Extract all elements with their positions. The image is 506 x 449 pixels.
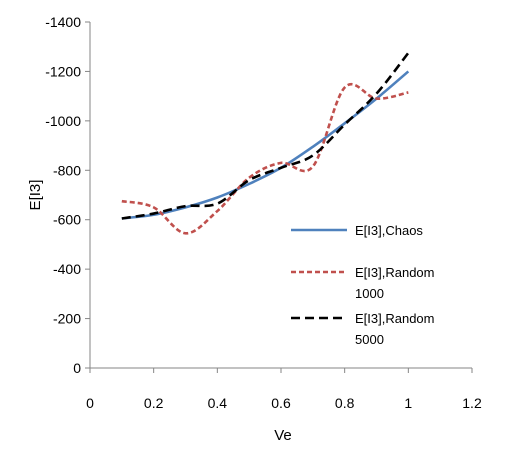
legend-label: E[I3],Chaos: [355, 223, 423, 238]
y-tick-label: -1000: [45, 113, 81, 129]
x-tick-label: 0.2: [144, 395, 164, 411]
x-tick-label: 1.2: [462, 395, 482, 411]
legend-label: E[I3],Random 5000: [355, 311, 435, 347]
x-tick-label: 1: [404, 395, 412, 411]
y-tick-label: -1200: [45, 63, 81, 79]
y-tick-label: -200: [53, 311, 81, 327]
y-tick-label: -400: [53, 261, 81, 277]
y-tick-label: -800: [53, 162, 81, 178]
plot-area: [121, 52, 410, 235]
y-axis-title: E[I3]: [27, 180, 44, 211]
x-tick-label: 0.8: [335, 395, 355, 411]
x-axis-title: Ve: [274, 427, 292, 444]
legend: E[I3],Chaos E[I3],Random 1000 E[I3],Random 5…: [291, 223, 435, 347]
series-line-2: [121, 83, 409, 235]
x-tick-label: 0: [86, 395, 94, 411]
axes: 0 -200 -400 -600 -800 -1000 -1200 -1400 0 0.2 0.4 0…: [45, 14, 482, 411]
x-tick-label: 0.4: [208, 395, 228, 411]
legend-label: E[I3],Random 1000: [355, 265, 435, 301]
y-tick-label: -600: [53, 212, 81, 228]
series-line-3: [121, 52, 410, 220]
y-tick-label: 0: [73, 360, 81, 376]
x-tick-label: 0.6: [271, 395, 291, 411]
y-tick-label: -1400: [45, 14, 81, 30]
